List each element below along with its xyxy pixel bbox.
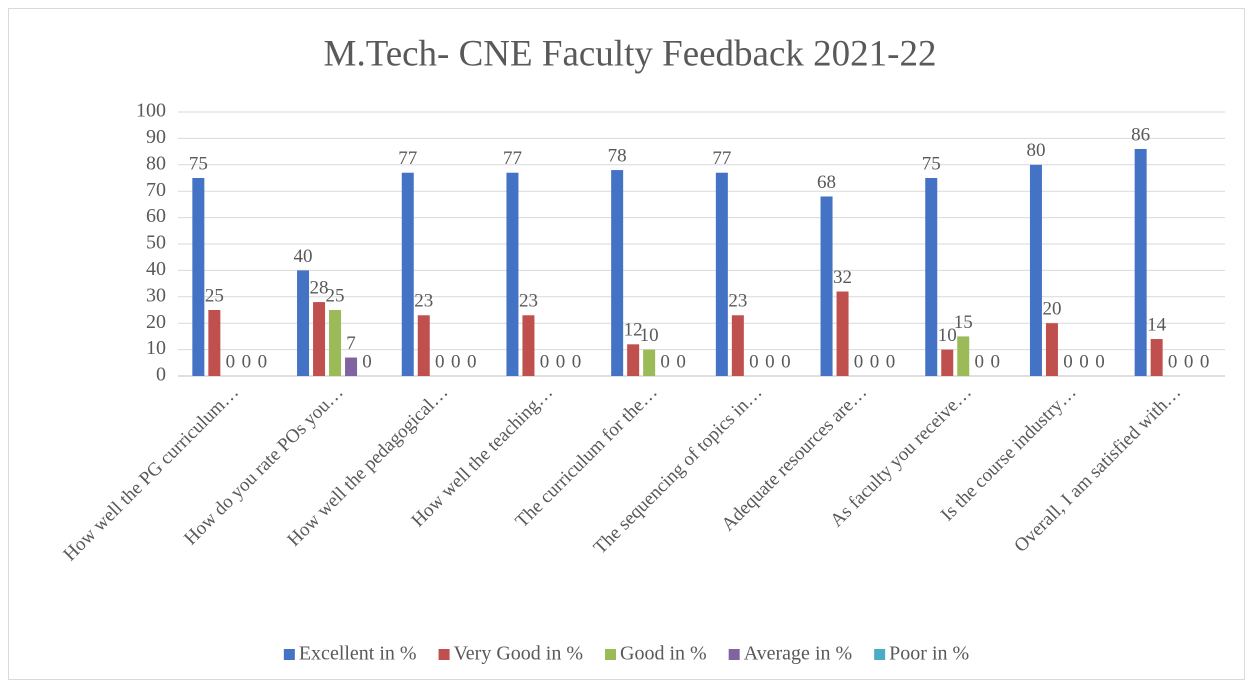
bar bbox=[611, 170, 624, 376]
data-label: 0 bbox=[781, 351, 791, 372]
bar bbox=[1150, 339, 1163, 376]
y-tick-label: 30 bbox=[146, 284, 166, 306]
data-label: 0 bbox=[242, 351, 252, 372]
data-label: 0 bbox=[540, 351, 550, 372]
y-tick-label: 80 bbox=[146, 152, 166, 174]
data-label: 0 bbox=[451, 351, 461, 372]
data-label: 40 bbox=[294, 246, 313, 267]
data-label: 25 bbox=[326, 285, 345, 306]
bar bbox=[925, 178, 938, 376]
y-tick-label: 70 bbox=[146, 179, 166, 201]
data-label: 25 bbox=[205, 285, 224, 306]
data-label: 0 bbox=[556, 351, 566, 372]
y-tick-label: 50 bbox=[146, 232, 166, 254]
data-label: 0 bbox=[991, 351, 1001, 372]
data-label: 0 bbox=[765, 351, 775, 372]
bar bbox=[297, 270, 310, 376]
bar bbox=[401, 172, 414, 376]
data-label: 0 bbox=[975, 351, 985, 372]
y-tick-label: 10 bbox=[146, 337, 166, 359]
bar bbox=[329, 310, 342, 376]
data-label: 0 bbox=[1095, 351, 1105, 372]
bar bbox=[715, 172, 728, 376]
chart-title: M.Tech- CNE Faculty Feedback 2021-22 bbox=[324, 33, 937, 74]
data-label: 32 bbox=[833, 267, 852, 288]
data-label: 10 bbox=[938, 325, 957, 346]
y-tick-label: 40 bbox=[146, 258, 166, 280]
bar bbox=[820, 196, 833, 376]
data-label: 78 bbox=[608, 145, 627, 166]
data-label: 77 bbox=[398, 148, 417, 169]
data-label: 23 bbox=[728, 291, 747, 312]
data-label: 0 bbox=[435, 351, 445, 372]
bar bbox=[1045, 323, 1058, 376]
legend-swatch bbox=[728, 649, 740, 660]
bar bbox=[1029, 164, 1042, 376]
data-label: 0 bbox=[258, 351, 268, 372]
data-label: 0 bbox=[1184, 351, 1194, 372]
data-label: 0 bbox=[870, 351, 880, 372]
legend-swatch bbox=[874, 649, 886, 660]
data-label: 75 bbox=[922, 153, 941, 174]
data-label: 0 bbox=[886, 351, 896, 372]
data-label: 68 bbox=[817, 172, 836, 193]
y-tick-label: 90 bbox=[146, 126, 166, 148]
legend-swatch bbox=[283, 649, 295, 660]
y-tick-label: 100 bbox=[136, 100, 166, 122]
data-label: 28 bbox=[310, 277, 329, 298]
y-tick-label: 20 bbox=[146, 311, 166, 333]
bar bbox=[1134, 148, 1147, 376]
legend-label: Very Good in % bbox=[454, 643, 583, 665]
data-label: 10 bbox=[640, 325, 659, 346]
data-label: 20 bbox=[1042, 299, 1061, 320]
legend-label: Excellent in % bbox=[299, 643, 417, 665]
data-label: 77 bbox=[503, 148, 522, 169]
legend-swatch bbox=[605, 649, 617, 660]
bar bbox=[208, 310, 221, 376]
data-label: 0 bbox=[1200, 351, 1210, 372]
data-label: 0 bbox=[362, 351, 372, 372]
bar bbox=[313, 302, 326, 376]
data-label: 0 bbox=[854, 351, 864, 372]
data-label: 80 bbox=[1026, 140, 1045, 161]
data-label: 0 bbox=[572, 351, 582, 372]
data-label: 0 bbox=[676, 351, 686, 372]
bar bbox=[836, 291, 849, 376]
bar bbox=[643, 349, 656, 376]
bar bbox=[522, 315, 535, 376]
data-label: 14 bbox=[1147, 314, 1167, 335]
data-label: 15 bbox=[954, 312, 973, 333]
bar bbox=[627, 344, 640, 376]
data-label: 12 bbox=[624, 320, 643, 341]
data-label: 75 bbox=[189, 153, 208, 174]
data-label: 0 bbox=[467, 351, 477, 372]
bar bbox=[417, 315, 430, 376]
bar bbox=[192, 178, 205, 376]
legend-swatch bbox=[438, 649, 450, 660]
bar bbox=[731, 315, 744, 376]
bar bbox=[506, 172, 519, 376]
data-label: 0 bbox=[749, 351, 759, 372]
bar bbox=[345, 357, 358, 376]
data-label: 0 bbox=[1063, 351, 1073, 372]
data-label: 86 bbox=[1131, 124, 1150, 145]
data-label: 0 bbox=[660, 351, 670, 372]
data-label: 0 bbox=[226, 351, 236, 372]
data-label: 23 bbox=[414, 291, 433, 312]
data-label: 0 bbox=[1168, 351, 1178, 372]
y-tick-label: 0 bbox=[156, 364, 166, 386]
y-tick-label: 60 bbox=[146, 205, 166, 227]
legend-label: Poor in % bbox=[889, 643, 969, 665]
data-label: 0 bbox=[1079, 351, 1089, 372]
bar bbox=[941, 349, 954, 376]
data-label: 7 bbox=[346, 333, 356, 354]
legend-label: Good in % bbox=[620, 643, 707, 665]
legend-label: Average in % bbox=[744, 643, 852, 665]
data-label: 23 bbox=[519, 291, 538, 312]
data-label: 77 bbox=[712, 148, 731, 169]
bar bbox=[957, 336, 970, 376]
